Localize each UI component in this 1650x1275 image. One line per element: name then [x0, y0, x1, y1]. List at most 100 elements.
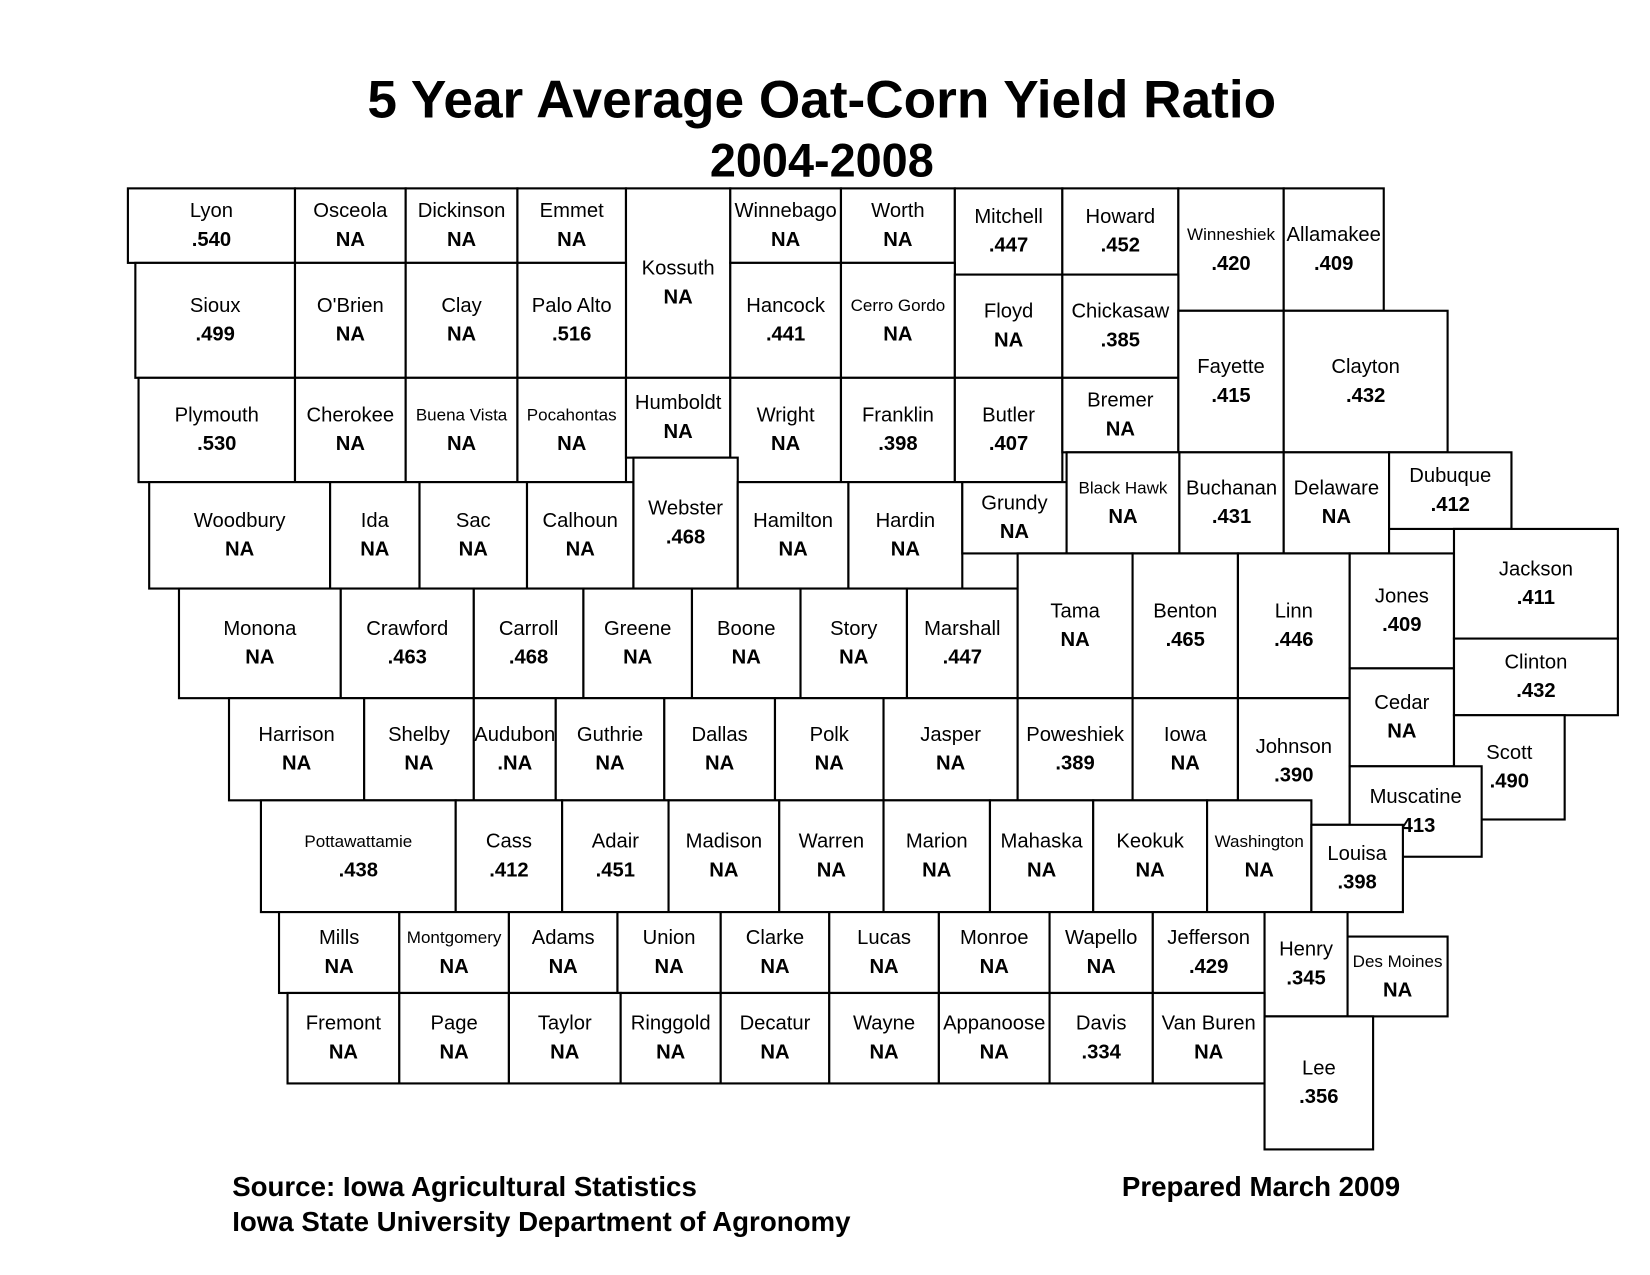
county-border	[828, 991, 940, 1085]
county-name: Bremer	[1087, 390, 1154, 412]
county-name: Scott	[1486, 742, 1532, 764]
county-border	[525, 481, 635, 590]
county-name: Pocahontas	[527, 406, 617, 425]
county-border	[1177, 187, 1285, 312]
county-border	[632, 456, 739, 590]
county-value: NA	[817, 859, 847, 881]
county-value: .412	[489, 859, 528, 881]
county-border	[134, 261, 297, 379]
county-border	[1061, 273, 1180, 379]
county-border	[905, 587, 1019, 700]
county-name: Cedar	[1374, 692, 1429, 714]
county-name: Woodbury	[194, 510, 287, 532]
county-border	[961, 481, 1068, 555]
county-name: Clay	[441, 295, 482, 317]
county-border	[339, 587, 475, 700]
county-name: O'Brien	[317, 295, 384, 317]
county-value: NA	[778, 539, 808, 561]
county-value: NA	[447, 433, 477, 455]
county-name: Humboldt	[635, 392, 722, 414]
county-border	[663, 697, 777, 802]
county-name: Wayne	[853, 1013, 915, 1035]
county-name: Mills	[319, 927, 359, 949]
county-border	[398, 911, 510, 995]
county-value: NA	[705, 752, 735, 774]
county-border	[1048, 991, 1154, 1085]
county-border	[148, 481, 332, 590]
county-value: NA	[225, 539, 255, 561]
county-name: Boone	[717, 618, 775, 640]
county-name: Washington	[1215, 832, 1304, 851]
county-name: Poweshiek	[1026, 724, 1125, 746]
county-border	[507, 991, 622, 1085]
county-value: NA	[566, 539, 596, 561]
county-border	[137, 376, 297, 484]
county-name: Howard	[1086, 206, 1156, 228]
county-name: Lucas	[857, 927, 911, 949]
county-value: NA	[732, 647, 762, 669]
county-name: Carroll	[499, 618, 559, 640]
county-name: Osceola	[313, 200, 388, 222]
county-border	[582, 587, 694, 700]
county-name: Lyon	[190, 200, 233, 222]
county-name: Cerro Gordo	[851, 296, 946, 315]
county-border	[1236, 552, 1351, 700]
county-value: .540	[192, 229, 231, 251]
county-name: Black Hawk	[1079, 479, 1168, 498]
county-border	[937, 911, 1051, 995]
county-value: .468	[509, 647, 548, 669]
county-value: .409	[1314, 253, 1353, 275]
department: Iowa State University Department of Agro…	[232, 1206, 851, 1237]
county-value: NA	[325, 956, 355, 978]
county-name: Warren	[799, 831, 865, 853]
county-value: .NA	[497, 752, 532, 774]
county-value: NA	[557, 229, 587, 251]
county-value: NA	[1000, 521, 1030, 543]
county-border	[729, 376, 843, 484]
county-border	[1092, 799, 1209, 914]
county-value: NA	[550, 1041, 580, 1063]
county-border	[839, 261, 956, 379]
county-border	[624, 376, 732, 459]
county-value: NA	[994, 329, 1024, 351]
county-name: Appanoose	[943, 1013, 1045, 1035]
county-name: Page	[430, 1013, 477, 1035]
county-border	[227, 697, 366, 802]
county-value: NA	[336, 324, 366, 346]
county-name: Taylor	[538, 1013, 592, 1035]
county-name: Buchanan	[1186, 477, 1277, 499]
county-name: Fremont	[306, 1013, 382, 1035]
county-name: Dallas	[692, 724, 748, 746]
county-value: NA	[336, 433, 366, 455]
county-name: Linn	[1275, 600, 1313, 622]
county-border	[937, 991, 1051, 1085]
county-name: Montgomery	[407, 928, 502, 947]
county-value: .452	[1101, 235, 1140, 257]
county-name: Shelby	[388, 724, 451, 746]
county-border	[1151, 911, 1266, 995]
county-name: Monona	[223, 618, 297, 640]
county-name: Sioux	[190, 295, 241, 317]
county-value: NA	[891, 539, 921, 561]
county-border	[1178, 451, 1285, 555]
county-name: Story	[830, 618, 878, 640]
county-value: NA	[439, 956, 469, 978]
county-name: Fayette	[1197, 356, 1264, 378]
county-name: Madison	[686, 831, 762, 853]
county-border	[363, 697, 475, 802]
county-value: NA	[883, 229, 913, 251]
county-border	[293, 261, 407, 379]
county-border	[1048, 911, 1154, 995]
county-value: NA	[1387, 721, 1417, 743]
county-value: NA	[664, 286, 694, 308]
county-value: .398	[878, 433, 917, 455]
county-name: Muscatine	[1370, 786, 1462, 808]
county-name: Delaware	[1294, 477, 1379, 499]
county-name: Monroe	[960, 927, 1029, 949]
county-value: NA	[656, 1041, 686, 1063]
county-name: Des Moines	[1353, 952, 1443, 971]
county-value: NA	[922, 859, 952, 881]
county-border	[778, 799, 885, 914]
county-name: Henry	[1279, 939, 1334, 961]
county-name: Worth	[871, 200, 925, 222]
